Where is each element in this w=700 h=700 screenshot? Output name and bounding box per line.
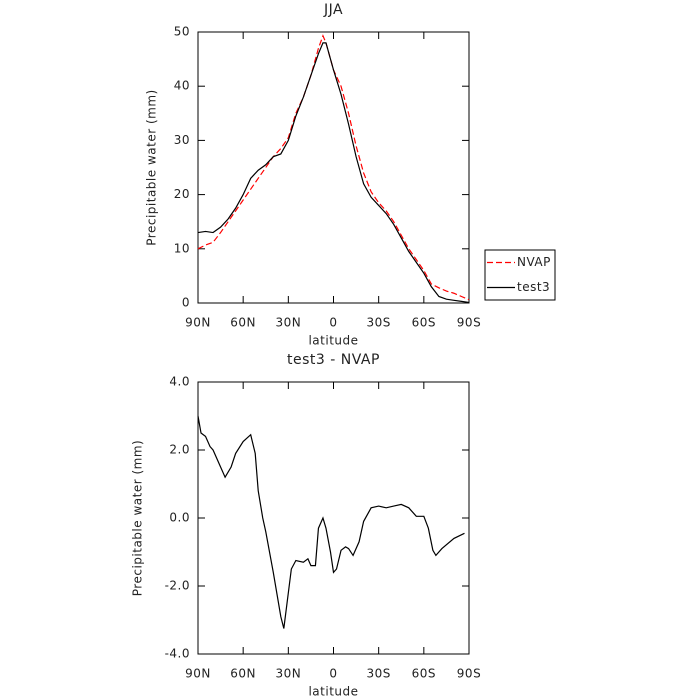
y-axis-label: Precipitable water (mm): [131, 440, 145, 596]
chart-title: JJA: [323, 2, 343, 18]
y-tick-label: 0.0: [169, 511, 190, 525]
x-tick-label: 30S: [366, 316, 390, 330]
y-tick-label: 20: [174, 187, 190, 201]
x-tick-label: 30N: [275, 667, 301, 681]
y-tick-label: 4.0: [169, 375, 190, 389]
y-axis-label: Precipitable water (mm): [145, 89, 159, 245]
x-axis-label: latitude: [308, 685, 358, 699]
series-line: [197, 415, 465, 629]
x-tick-label: 90N: [185, 667, 211, 681]
y-tick-label: 50: [174, 25, 190, 39]
series-line: [197, 42, 470, 304]
y-tick-label: 10: [174, 241, 190, 255]
legend-box: [484, 249, 556, 301]
x-tick-label: 30S: [366, 667, 390, 681]
x-tick-label: 0: [329, 316, 337, 330]
y-tick-label: -2.0: [165, 579, 190, 593]
plot-frame: [197, 31, 470, 304]
x-tick-label: 0: [329, 667, 337, 681]
chart-title: test3 - NVAP: [287, 352, 380, 368]
y-tick-label: 30: [174, 133, 190, 147]
x-tick-label: 60N: [230, 667, 256, 681]
y-tick-label: 40: [174, 79, 190, 93]
y-tick-label: 0: [182, 296, 190, 310]
x-tick-label: 60N: [230, 316, 256, 330]
y-tick-label: -4.0: [165, 647, 190, 661]
x-tick-label: 90S: [457, 316, 481, 330]
x-axis-label: latitude: [308, 334, 358, 348]
plot-frame: [197, 381, 470, 655]
x-tick-label: 30N: [275, 316, 301, 330]
x-tick-label: 60S: [412, 316, 436, 330]
x-tick-label: 60S: [412, 667, 436, 681]
y-tick-label: 2.0: [169, 443, 190, 457]
x-tick-label: 90S: [457, 667, 481, 681]
legend-label: test3: [517, 280, 550, 294]
x-tick-label: 90N: [185, 316, 211, 330]
series-line: [197, 34, 470, 301]
legend-label: NVAP: [517, 255, 551, 269]
